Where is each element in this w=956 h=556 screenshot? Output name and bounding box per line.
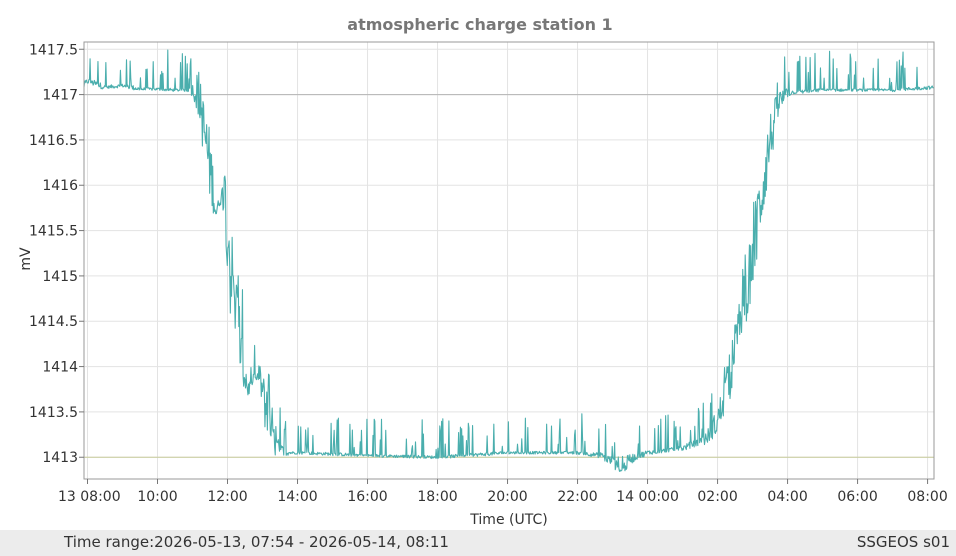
- x-tick-label: 22:00: [557, 489, 597, 505]
- reference-lines: [84, 94, 934, 458]
- chart-panel: 1413 1413.5 1414 1414.5 1415 1415.5 1416 1416.5…: [0, 0, 956, 530]
- x-tick-label: 04:00: [767, 489, 807, 505]
- x-tick-label: 20:00: [487, 489, 527, 505]
- y-tick-label: 1413: [42, 450, 78, 466]
- y-tick-label: 1417.5: [29, 42, 78, 58]
- chart-title: atmospheric charge station 1: [347, 15, 612, 34]
- x-tick-label: 06:00: [837, 489, 877, 505]
- y-axis-ticks: 1413 1413.5 1414 1414.5 1415 1415.5 1416 1416.5…: [29, 42, 84, 466]
- y-tick-label: 1416: [42, 178, 78, 194]
- series-layer: [83, 49, 935, 472]
- y-tick-label: 1415: [42, 269, 78, 285]
- y-tick-label: 1414: [42, 360, 78, 376]
- series-line: [83, 49, 935, 472]
- y-tick-label: 1416.5: [29, 133, 78, 149]
- y-tick-label: 1415.5: [29, 224, 78, 240]
- x-axis-ticks: 13 08:00 10:00 12:00 14:00 16:00 18:00 20:00 22…: [58, 479, 948, 505]
- y-tick-label: 1413.5: [29, 405, 78, 421]
- y-tick-label: 1414.5: [29, 314, 78, 330]
- station-label: SSGEOS s01: [856, 533, 950, 551]
- x-axis-label: Time (UTC): [469, 512, 547, 528]
- x-tick-label: 02:00: [697, 489, 737, 505]
- x-tick-label: 13 08:00: [58, 489, 121, 505]
- plot-frame: [83, 41, 935, 480]
- x-tick-label: 18:00: [417, 489, 457, 505]
- y-axis-label: mV: [18, 247, 34, 271]
- time-range-value: 2026-05-13, 07:54 - 2026-05-14, 08:11: [154, 533, 449, 551]
- x-tick-label: 14 00:00: [616, 489, 679, 505]
- time-range-readout: Time range:2026-05-13, 07:54 - 2026-05-1…: [64, 533, 449, 551]
- grid-layer: [84, 42, 934, 479]
- x-tick-label: 12:00: [207, 489, 247, 505]
- x-tick-label: 10:00: [137, 489, 177, 505]
- chart-svg: 1413 1413.5 1414 1414.5 1415 1415.5 1416 1416.5…: [18, 15, 948, 528]
- x-tick-label: 16:00: [347, 489, 387, 505]
- time-range-label: Time range:: [64, 533, 155, 551]
- y-tick-label: 1417: [42, 88, 78, 104]
- x-tick-label: 08:00: [907, 489, 947, 505]
- x-tick-label: 14:00: [277, 489, 317, 505]
